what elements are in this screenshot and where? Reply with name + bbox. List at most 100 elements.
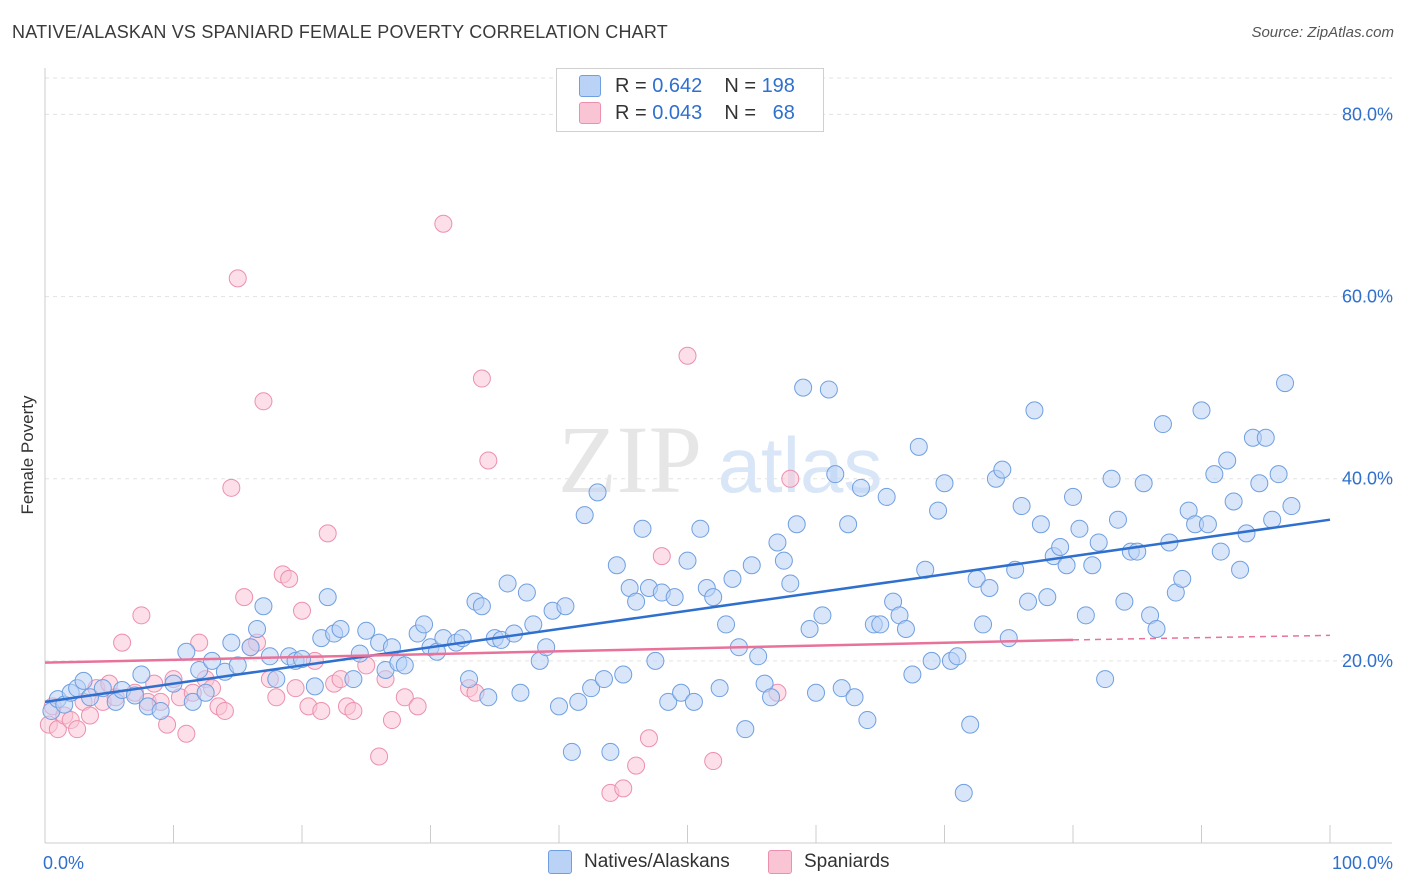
legend-r-natives: 0.642 <box>652 74 703 97</box>
natives-point <box>948 647 967 666</box>
natives-point <box>627 592 646 611</box>
spaniards-point <box>318 524 337 543</box>
natives-point <box>415 615 434 634</box>
spaniards-point <box>627 756 646 775</box>
spaniards-point <box>132 606 151 625</box>
spaniards-point <box>113 633 132 652</box>
natives-point <box>768 533 787 552</box>
y-tick-label: 40.0% <box>1342 469 1393 489</box>
natives-point <box>1282 497 1301 516</box>
spaniards-point <box>286 679 305 698</box>
legend-swatch-spaniards <box>579 102 601 124</box>
natives-point <box>974 615 993 634</box>
natives-point <box>646 651 665 670</box>
natives-point <box>1108 510 1127 529</box>
natives-point <box>511 683 530 702</box>
spaniards-point <box>190 633 209 652</box>
natives-point <box>1256 428 1275 447</box>
x-tick-label-min: 0.0% <box>43 853 84 873</box>
natives-point <box>594 670 613 689</box>
natives-point <box>479 688 498 707</box>
legend-swatch-spaniards <box>768 850 792 874</box>
spaniards-point <box>652 547 671 566</box>
natives-point <box>1012 497 1031 516</box>
natives-point <box>1089 533 1108 552</box>
natives-point <box>774 551 793 570</box>
spaniards-point <box>293 601 311 620</box>
spaniards-point <box>177 724 196 743</box>
tick-labels: 20.0% 40.0% 60.0% 80.0% 0.0% 100.0% <box>43 104 1393 873</box>
legend-r-label: R = <box>615 74 647 97</box>
natives-point <box>704 588 723 607</box>
y-tick-label: 60.0% <box>1342 287 1393 307</box>
natives-point <box>819 380 838 399</box>
natives-point <box>813 606 832 625</box>
spaniards-trend-extension <box>1072 634 1331 641</box>
natives-trend-line <box>44 518 1331 704</box>
natives-point <box>832 679 851 698</box>
natives-point <box>807 683 825 702</box>
natives-point <box>871 615 890 634</box>
spaniards-point <box>267 688 286 707</box>
natives-point <box>305 677 324 696</box>
natives-point <box>742 556 761 575</box>
natives-point <box>633 519 652 538</box>
natives-point <box>1218 451 1237 470</box>
legend-n-natives: 198 <box>761 74 795 97</box>
natives-point <box>1231 560 1250 579</box>
series-legend: Natives/Alaskans Spaniards <box>0 850 1406 880</box>
natives-point <box>794 378 813 397</box>
natives-point <box>723 569 742 588</box>
natives-point <box>248 619 267 638</box>
natives-point <box>254 597 273 616</box>
trend-lines <box>44 518 1331 704</box>
natives-point <box>472 597 491 616</box>
spaniards-point <box>678 346 697 365</box>
spaniards-point <box>344 701 363 720</box>
natives-point <box>1076 606 1095 625</box>
natives-point <box>1031 515 1050 534</box>
natives-point <box>691 519 710 538</box>
natives-point <box>1134 474 1153 493</box>
natives-point <box>582 679 601 698</box>
natives-point <box>1083 556 1102 575</box>
natives-point <box>800 619 819 638</box>
natives-point <box>678 551 697 570</box>
natives-point <box>672 683 691 702</box>
spaniards-point <box>639 729 658 748</box>
natives-point <box>826 465 845 484</box>
natives-point <box>177 642 196 661</box>
y-tick-label: 80.0% <box>1342 104 1393 124</box>
natives-point <box>935 474 954 493</box>
natives-point <box>260 647 279 666</box>
natives-point <box>395 656 414 675</box>
legend-item-natives[interactable]: Natives/Alaskans <box>548 850 730 874</box>
legend-label-natives: Natives/Alaskans <box>584 851 730 872</box>
spaniards-point <box>80 706 99 725</box>
y-tick-label: 20.0% <box>1342 651 1393 671</box>
natives-point <box>151 701 170 720</box>
chart-source: Source: ZipAtlas.com <box>1251 24 1394 41</box>
spaniards-point <box>395 688 414 707</box>
legend-item-spaniards[interactable]: Spaniards <box>768 850 890 874</box>
spaniards-point <box>235 588 254 607</box>
natives-point <box>550 697 568 716</box>
natives-point <box>845 688 864 707</box>
natives-point <box>659 692 678 711</box>
spaniards-point <box>472 369 491 388</box>
natives-point <box>318 588 337 607</box>
spaniards-point <box>228 269 247 288</box>
natives-point <box>1153 415 1172 434</box>
natives-point <box>922 651 941 670</box>
natives-point <box>1019 592 1038 611</box>
legend-swatch-natives <box>548 850 572 874</box>
natives-point <box>909 437 928 456</box>
natives-point <box>1070 519 1089 538</box>
natives-point <box>1224 492 1243 511</box>
natives-point <box>710 679 729 698</box>
natives-point <box>762 688 781 707</box>
natives-point <box>183 692 202 711</box>
natives-point <box>357 621 376 640</box>
natives-point <box>537 638 556 657</box>
spaniards-point <box>434 214 453 233</box>
